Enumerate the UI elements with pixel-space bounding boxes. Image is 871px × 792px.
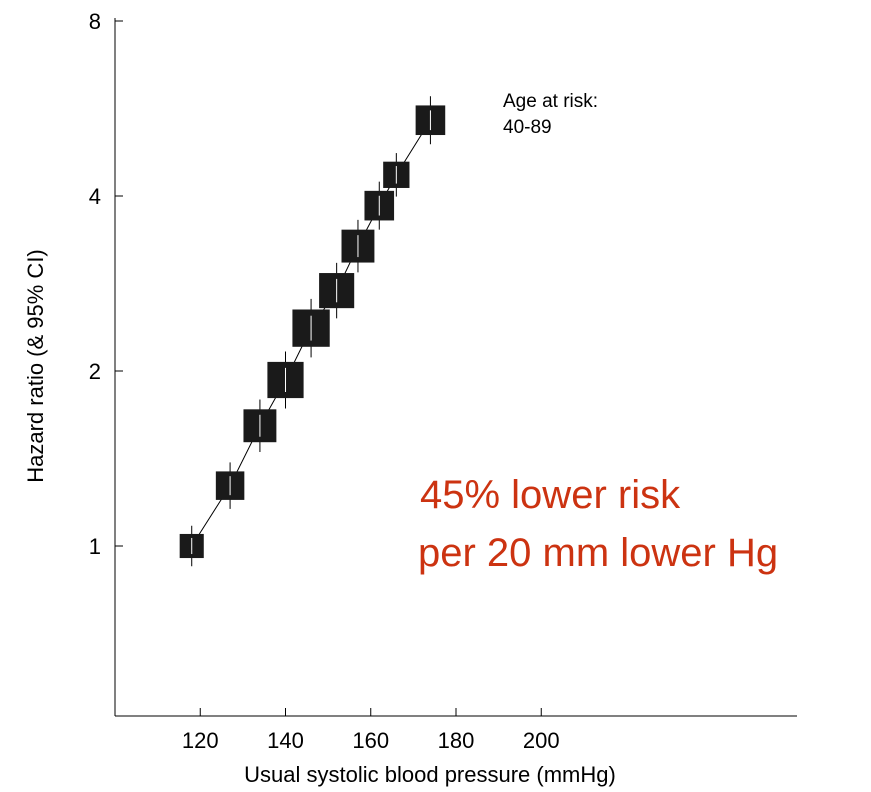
x-axis-title: Usual systolic blood pressure (mmHg) bbox=[244, 762, 616, 787]
x-tick-label: 160 bbox=[352, 728, 389, 753]
plot-axes bbox=[114, 18, 797, 717]
trend-line bbox=[191, 119, 431, 547]
x-tick-label: 200 bbox=[523, 728, 560, 753]
x-tick-label: 140 bbox=[267, 728, 304, 753]
y-tick-label: 2 bbox=[89, 359, 101, 384]
age-at-risk-value: 40-89 bbox=[503, 117, 552, 138]
age-at-risk-label: Age at risk: bbox=[503, 91, 598, 112]
y-axis-title: Hazard ratio (& 95% CI) bbox=[23, 249, 48, 483]
x-tick-label: 180 bbox=[438, 728, 475, 753]
y-tick-label: 8 bbox=[89, 9, 101, 34]
risk-annotation-line1: 45% lower risk bbox=[420, 473, 681, 517]
risk-annotation-line2: per 20 mm lower Hg bbox=[418, 531, 778, 575]
x-ticks: 120 140 160 180 200 bbox=[182, 708, 560, 753]
y-tick-label: 1 bbox=[89, 534, 101, 559]
x-tick-label: 120 bbox=[182, 728, 219, 753]
y-ticks: 1 2 4 8 bbox=[89, 9, 123, 559]
data-points bbox=[179, 96, 446, 567]
y-tick-label: 4 bbox=[89, 184, 101, 209]
